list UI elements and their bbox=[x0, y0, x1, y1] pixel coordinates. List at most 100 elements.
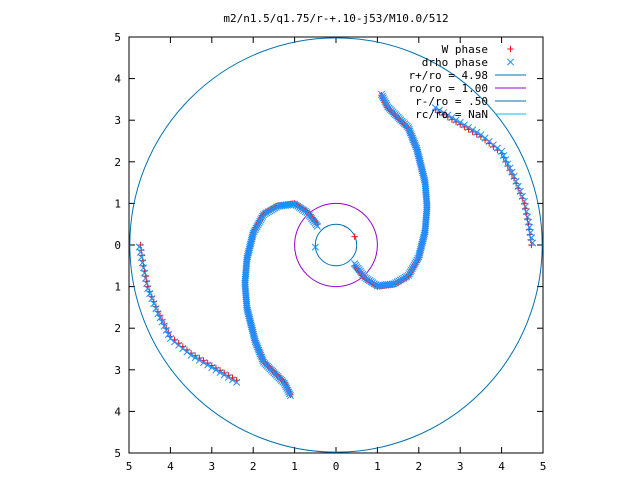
data-point bbox=[514, 182, 522, 190]
data-point bbox=[422, 185, 430, 194]
data-point bbox=[411, 259, 419, 268]
data-point bbox=[516, 187, 524, 195]
data-point bbox=[456, 118, 464, 127]
data-point bbox=[422, 195, 430, 203]
data-point bbox=[404, 271, 413, 279]
data-point bbox=[405, 270, 413, 278]
data-point bbox=[421, 183, 430, 192]
data-point bbox=[406, 127, 414, 135]
x-tick-label: 1 bbox=[374, 460, 381, 473]
data-point bbox=[246, 315, 254, 323]
data-point bbox=[406, 129, 415, 137]
data-point bbox=[284, 386, 292, 394]
data-point bbox=[529, 239, 537, 247]
data-point bbox=[413, 144, 421, 153]
data-point bbox=[242, 293, 250, 301]
data-points bbox=[135, 90, 537, 400]
data-point bbox=[242, 295, 250, 303]
data-point bbox=[409, 263, 417, 271]
data-point bbox=[384, 103, 392, 111]
data-point bbox=[416, 157, 424, 165]
data-point bbox=[489, 141, 497, 149]
data-point bbox=[440, 109, 448, 117]
data-point bbox=[285, 388, 293, 396]
y-tick-label: 1 bbox=[114, 281, 121, 294]
data-point bbox=[241, 283, 249, 291]
y-tick-label: 5 bbox=[114, 31, 121, 44]
data-point bbox=[249, 328, 257, 336]
data-point bbox=[247, 319, 255, 327]
data-point bbox=[170, 338, 179, 346]
data-point bbox=[381, 97, 389, 106]
data-point bbox=[280, 379, 288, 387]
data-point bbox=[420, 176, 429, 184]
data-point bbox=[253, 343, 261, 351]
data-point bbox=[251, 226, 259, 234]
data-point bbox=[242, 291, 250, 299]
data-point bbox=[183, 348, 191, 356]
data-point bbox=[208, 363, 216, 372]
data-point bbox=[380, 96, 388, 104]
data-point bbox=[444, 111, 452, 119]
legend-label: r+/ro = 4.98 bbox=[409, 69, 488, 82]
data-point bbox=[175, 341, 183, 349]
data-point bbox=[498, 147, 506, 155]
data-point bbox=[415, 152, 423, 160]
data-point bbox=[431, 104, 439, 112]
data-point bbox=[421, 182, 429, 190]
data-point bbox=[410, 138, 418, 146]
data-point bbox=[464, 123, 473, 131]
data-point bbox=[415, 154, 423, 162]
data-point bbox=[252, 339, 260, 347]
data-point bbox=[242, 289, 250, 297]
data-point bbox=[435, 106, 444, 114]
y-tick-label: 3 bbox=[114, 364, 121, 377]
data-point bbox=[383, 101, 391, 109]
data-point bbox=[282, 383, 290, 391]
data-point bbox=[411, 139, 419, 147]
data-point bbox=[506, 164, 514, 172]
data-point bbox=[228, 376, 237, 384]
data-point bbox=[255, 348, 263, 356]
data-point bbox=[258, 355, 266, 363]
data-point bbox=[421, 178, 429, 186]
data-point bbox=[216, 368, 224, 377]
data-point bbox=[421, 180, 429, 188]
x-tick-label: 2 bbox=[415, 460, 422, 473]
data-point bbox=[158, 318, 166, 326]
data-point bbox=[251, 336, 259, 344]
x-tick-label: 4 bbox=[167, 460, 174, 473]
data-point bbox=[423, 199, 431, 207]
data-point bbox=[382, 99, 390, 107]
data-point bbox=[241, 279, 249, 287]
reference-circle bbox=[129, 37, 543, 453]
data-point bbox=[241, 281, 249, 289]
data-point bbox=[412, 258, 420, 266]
data-point bbox=[254, 221, 262, 229]
data-point bbox=[413, 256, 421, 264]
data-point bbox=[485, 137, 493, 145]
data-point bbox=[417, 163, 425, 171]
data-point bbox=[409, 136, 417, 144]
data-point bbox=[156, 314, 164, 322]
data-point bbox=[407, 131, 415, 139]
reference-circle bbox=[294, 202, 378, 288]
data-point bbox=[500, 152, 508, 160]
data-point bbox=[512, 177, 520, 185]
data-point bbox=[246, 317, 254, 325]
data-point bbox=[244, 308, 252, 316]
data-point bbox=[415, 156, 424, 164]
data-point bbox=[423, 201, 431, 209]
y-tick-label: 0 bbox=[114, 239, 121, 252]
data-point bbox=[191, 354, 199, 362]
legend-label: rc/ro = NaN bbox=[415, 108, 488, 121]
data-point bbox=[469, 126, 477, 134]
data-point bbox=[150, 300, 158, 308]
data-point bbox=[504, 160, 512, 168]
data-point bbox=[420, 174, 428, 182]
data-point bbox=[242, 298, 251, 307]
data-point bbox=[245, 313, 253, 322]
data-point bbox=[423, 197, 431, 205]
data-point bbox=[257, 353, 266, 361]
